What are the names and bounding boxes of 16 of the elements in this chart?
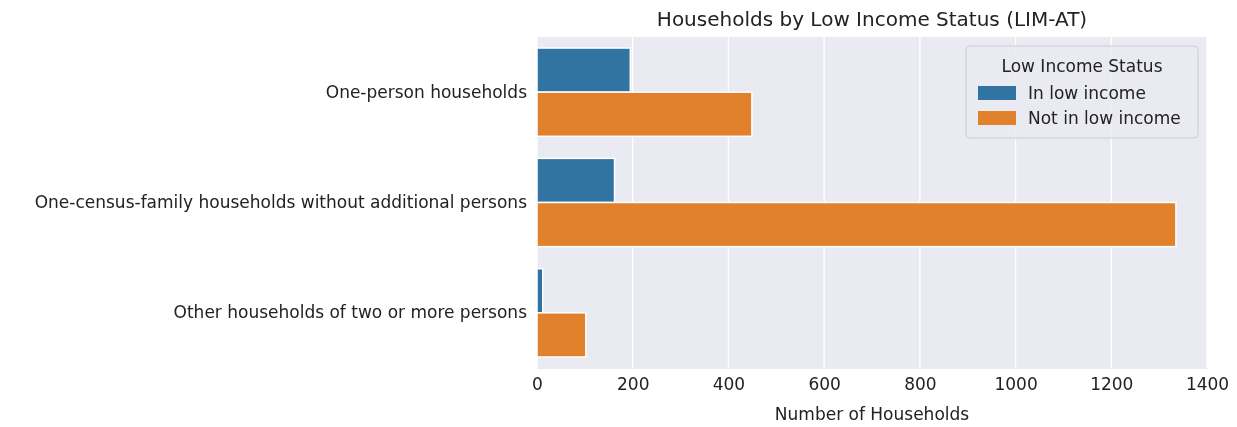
x-tick-label: 600 bbox=[808, 374, 841, 395]
y-tick-label: One-census-family households without additional persons bbox=[34, 191, 528, 212]
x-tick-label: 400 bbox=[712, 374, 746, 395]
x-tick-label: 0 bbox=[532, 374, 543, 395]
x-axis-title: Number of Households bbox=[774, 404, 970, 424]
x-tick-label: 800 bbox=[904, 374, 937, 395]
chart-title: Households by Low Income Status (LIM-AT) bbox=[656, 7, 1088, 31]
y-tick-label: Other households of two or more persons bbox=[173, 302, 528, 323]
x-tick-label: 1400 bbox=[1185, 374, 1230, 395]
x-tick-label: 1200 bbox=[1090, 374, 1134, 395]
legend-label: In low income bbox=[1028, 83, 1146, 103]
x-tick-label: 200 bbox=[616, 374, 650, 395]
legend-label: Not in low income bbox=[1028, 108, 1181, 128]
x-tick-label: 1000 bbox=[994, 374, 1038, 395]
y-tick-label: One-person households bbox=[325, 81, 528, 102]
legend-title: Low Income Status bbox=[1001, 56, 1163, 76]
